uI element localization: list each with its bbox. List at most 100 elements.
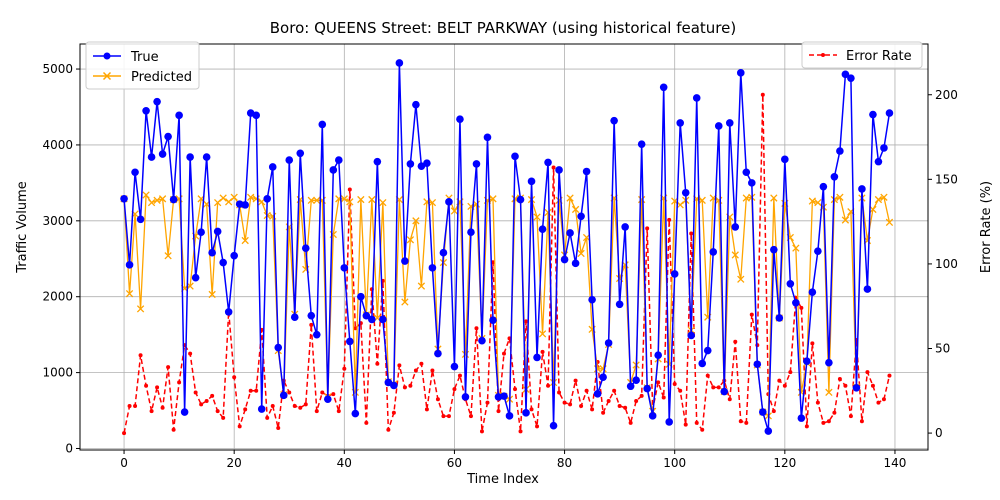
predicted-point <box>825 388 833 396</box>
true-point <box>456 115 464 123</box>
predicted-point <box>214 198 222 207</box>
true-point <box>395 59 404 67</box>
true-point <box>852 383 861 392</box>
error-rate-point <box>667 217 672 222</box>
error-rate-point <box>435 397 440 402</box>
error-rate-point <box>204 398 209 403</box>
y-axis-left: 0 1000 2000 3000 4000 5000 <box>42 62 80 455</box>
error-rate-point <box>408 383 413 388</box>
true-point <box>549 421 558 430</box>
error-rate-point <box>424 407 429 412</box>
x-tick-label: 80 <box>557 456 572 470</box>
true-point <box>819 182 828 191</box>
error-rate-point <box>848 414 853 419</box>
true-point <box>164 132 172 141</box>
true-point <box>775 314 784 322</box>
true-point <box>797 414 806 422</box>
error-rate-point <box>402 385 407 390</box>
true-point <box>257 405 266 413</box>
error-rate-point <box>612 388 617 393</box>
true-point <box>296 149 305 158</box>
error-rate-point <box>320 390 325 395</box>
error-rate-point <box>155 385 160 390</box>
error-rate-point <box>479 429 484 434</box>
error-rate-point <box>590 407 595 412</box>
error-rate-point <box>232 375 237 380</box>
error-rate-point <box>821 420 826 425</box>
error-rate-point <box>843 383 848 388</box>
legend-true-label: True <box>130 50 159 65</box>
predicted-point <box>136 305 145 313</box>
true-point <box>489 316 497 325</box>
error-rate-point <box>562 400 567 405</box>
true-point <box>483 133 492 142</box>
true-point <box>136 215 145 224</box>
error-rate-point <box>243 407 248 412</box>
predicted-point <box>247 193 255 201</box>
true-point <box>654 351 662 359</box>
predicted-point <box>379 198 387 207</box>
true-point <box>725 119 734 127</box>
true-point <box>329 166 338 174</box>
error-rate-point <box>314 409 319 414</box>
true-point <box>357 292 365 301</box>
true-point <box>423 159 431 167</box>
true-point <box>747 179 756 187</box>
error-rate-point <box>865 370 870 375</box>
predicted-point <box>885 218 894 226</box>
true-point <box>863 285 872 293</box>
x-tick-label: 60 <box>447 456 462 470</box>
error-rate-point <box>347 187 352 192</box>
true-point <box>346 337 354 346</box>
true-point <box>714 122 723 130</box>
true-point <box>307 311 316 320</box>
error-rate-point <box>336 409 341 414</box>
legend-error-label: Error Rate <box>846 49 912 64</box>
error-rate-point <box>177 380 182 385</box>
true-point <box>467 228 475 237</box>
error-rate-point <box>303 402 308 407</box>
error-rate-point <box>430 368 435 373</box>
true-point <box>368 315 376 324</box>
predicted-point <box>230 193 238 201</box>
predicted-point <box>219 194 227 202</box>
error-rate-point <box>601 410 606 415</box>
true-point <box>731 223 740 231</box>
y-tick-label-left: 3000 <box>42 214 73 228</box>
error-rate-point <box>419 361 424 366</box>
predicted-point <box>792 244 800 252</box>
true-point <box>158 150 167 158</box>
error-rate-point <box>535 424 540 429</box>
error-rate-point <box>127 404 132 409</box>
error-rate-point <box>738 419 743 424</box>
x-tick-label: 40 <box>337 456 352 470</box>
true-point <box>268 163 277 171</box>
error-rate-point <box>166 365 171 370</box>
true-point <box>764 427 773 435</box>
error-rate-point <box>733 339 738 344</box>
predicted-point <box>225 198 233 206</box>
true-point <box>560 255 569 264</box>
true-point <box>263 195 272 203</box>
true-point <box>362 311 371 320</box>
error-rate-point <box>678 388 683 393</box>
predicted-point <box>836 193 844 201</box>
true-point <box>186 153 194 161</box>
error-rate-point <box>496 409 501 414</box>
true-point <box>670 270 679 278</box>
true-point <box>147 153 156 161</box>
y-axis-right: 0 50 100 150 200 <box>928 88 958 440</box>
error-rate-point <box>452 387 457 392</box>
error-rate-point <box>188 351 193 356</box>
error-rate-point <box>584 388 589 393</box>
error-rate-point <box>606 398 611 403</box>
plot-area <box>79 43 929 451</box>
error-rate-point <box>617 404 622 409</box>
error-rate-point <box>546 383 551 388</box>
error-rate-point <box>237 424 242 429</box>
predicted-point <box>147 198 156 207</box>
error-rate-point <box>705 373 710 378</box>
error-rate-point <box>760 92 765 97</box>
predicted-point <box>869 205 877 214</box>
true-point <box>665 418 673 426</box>
